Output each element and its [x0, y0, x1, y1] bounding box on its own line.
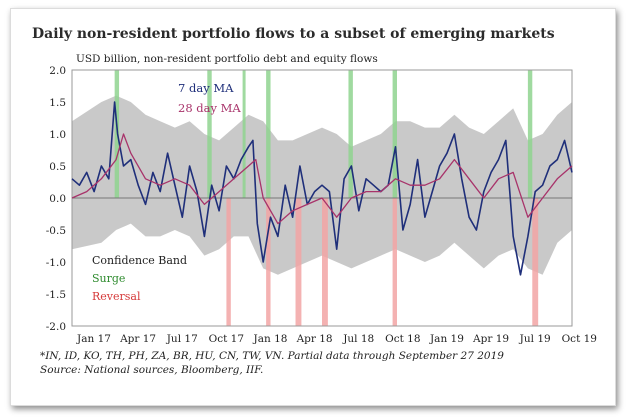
- y-tick-label: 0.0: [49, 193, 66, 205]
- x-tick-label: Jan 18: [253, 333, 288, 345]
- surge-bar-5: [392, 70, 397, 198]
- x-tick-label: Apr 18: [296, 333, 333, 345]
- x-tick-label: Jan 19: [429, 333, 464, 345]
- lines-layer: [71, 101, 573, 276]
- x-tick-label: Oct 18: [385, 333, 420, 345]
- x-tick-label: Apr 19: [472, 333, 509, 345]
- x-tick-label: Jul 18: [342, 333, 374, 345]
- x-tick-label: Jul 17: [166, 333, 198, 345]
- reversal-bar-5: [532, 198, 539, 326]
- series-line-ma7: [71, 101, 573, 276]
- legend-band-label: Reversal: [92, 290, 141, 303]
- surge-bar-3: [266, 70, 271, 198]
- legend-band-label: Surge: [92, 272, 125, 285]
- x-tick-label: Apr 17: [119, 333, 156, 345]
- reversal-bar-3: [322, 198, 328, 326]
- x-tick-label: Oct 17: [209, 333, 244, 345]
- y-tick-label: 1.5: [49, 97, 66, 109]
- y-tick-label: -0.5: [46, 225, 66, 237]
- surge-bar-2: [242, 70, 246, 198]
- chart-title: Daily non-resident portfolio flows to a …: [32, 26, 555, 42]
- text-layer: 2.0 1.5 1.0 0.5 0.0 -0.5 -1.0 -1.5 -2.0 Jan 17 Apr…: [46, 53, 597, 345]
- y-tick-label: -2.0: [46, 321, 66, 333]
- y-tick-label: -1.5: [46, 289, 66, 301]
- reversal-bar-0: [226, 198, 231, 326]
- series-line-ma28: [71, 133, 573, 225]
- reversal-bar-4: [392, 198, 397, 326]
- surge-bar-1: [207, 70, 212, 198]
- legend-series-label: 28 day MA: [178, 101, 241, 115]
- y-tick-label: 1.0: [49, 129, 66, 141]
- x-tick-label: Jan 17: [76, 333, 111, 345]
- reversal-bar-2: [295, 198, 302, 326]
- event-bars-layer: [114, 70, 539, 326]
- legend-band-label: Confidence Band: [92, 254, 187, 267]
- y-tick-label: 2.0: [49, 65, 66, 77]
- x-tick-label: Oct 19: [562, 333, 597, 345]
- footnote-countries: *IN, ID, KO, TH, PH, ZA, BR, HU, CN, TW,…: [40, 350, 504, 362]
- surge-bar-4: [348, 70, 353, 198]
- y-tick-label: -1.0: [46, 257, 66, 269]
- y-tick-label: 0.5: [49, 161, 66, 173]
- surge-bar-6: [527, 70, 533, 198]
- footnote-source: Source: National sources, Bloomberg, IIF…: [40, 364, 264, 376]
- y-axis-label: USD billion, non-resident portfolio debt…: [76, 53, 378, 65]
- x-tick-label: Jul 19: [519, 333, 551, 345]
- legend-series-label: 7 day MA: [178, 81, 234, 95]
- reversal-bar-1: [266, 198, 271, 326]
